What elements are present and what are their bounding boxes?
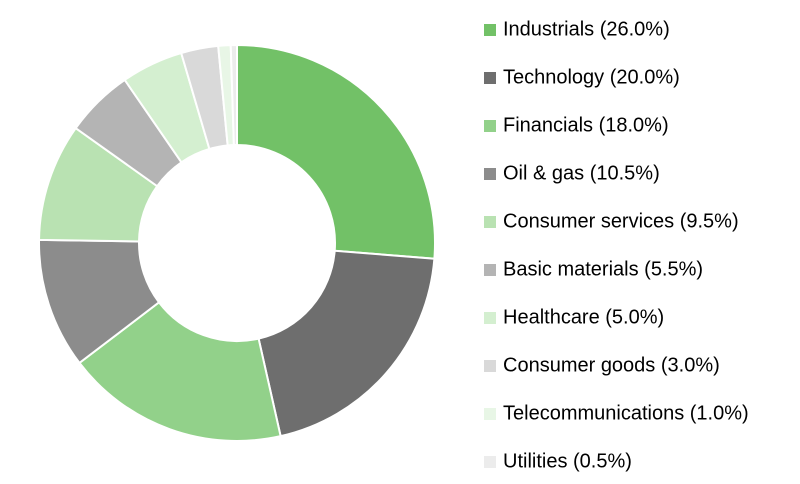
legend-label: Healthcare (5.0%) xyxy=(503,306,664,328)
legend-label: Consumer goods (3.0%) xyxy=(503,354,720,376)
legend-swatch xyxy=(484,120,496,132)
legend-label: Telecommunications (1.0%) xyxy=(503,402,749,424)
legend-swatch xyxy=(484,360,496,372)
legend-swatch xyxy=(484,456,496,468)
legend-swatch xyxy=(484,24,496,36)
donut-slice xyxy=(236,43,436,260)
donut-slice xyxy=(78,300,282,442)
legend-swatch xyxy=(484,216,496,228)
legend-swatch xyxy=(484,168,496,180)
legend-label: Technology (20.0%) xyxy=(503,66,680,88)
legend-label: Utilities (0.5%) xyxy=(503,450,632,472)
legend-label: Financials (18.0%) xyxy=(503,114,669,136)
legend-swatch xyxy=(484,408,496,420)
legend-label: Basic materials (5.5%) xyxy=(503,258,703,280)
legend-swatch xyxy=(484,264,496,276)
legend-swatch xyxy=(484,312,496,324)
donut-slice xyxy=(229,43,238,147)
legend-label: Consumer services (9.5%) xyxy=(503,210,739,232)
legend-label: Oil & gas (10.5%) xyxy=(503,162,660,184)
donut-slice xyxy=(257,249,436,438)
legend-swatch xyxy=(484,72,496,84)
legend-label: Industrials (26.0%) xyxy=(503,18,670,40)
